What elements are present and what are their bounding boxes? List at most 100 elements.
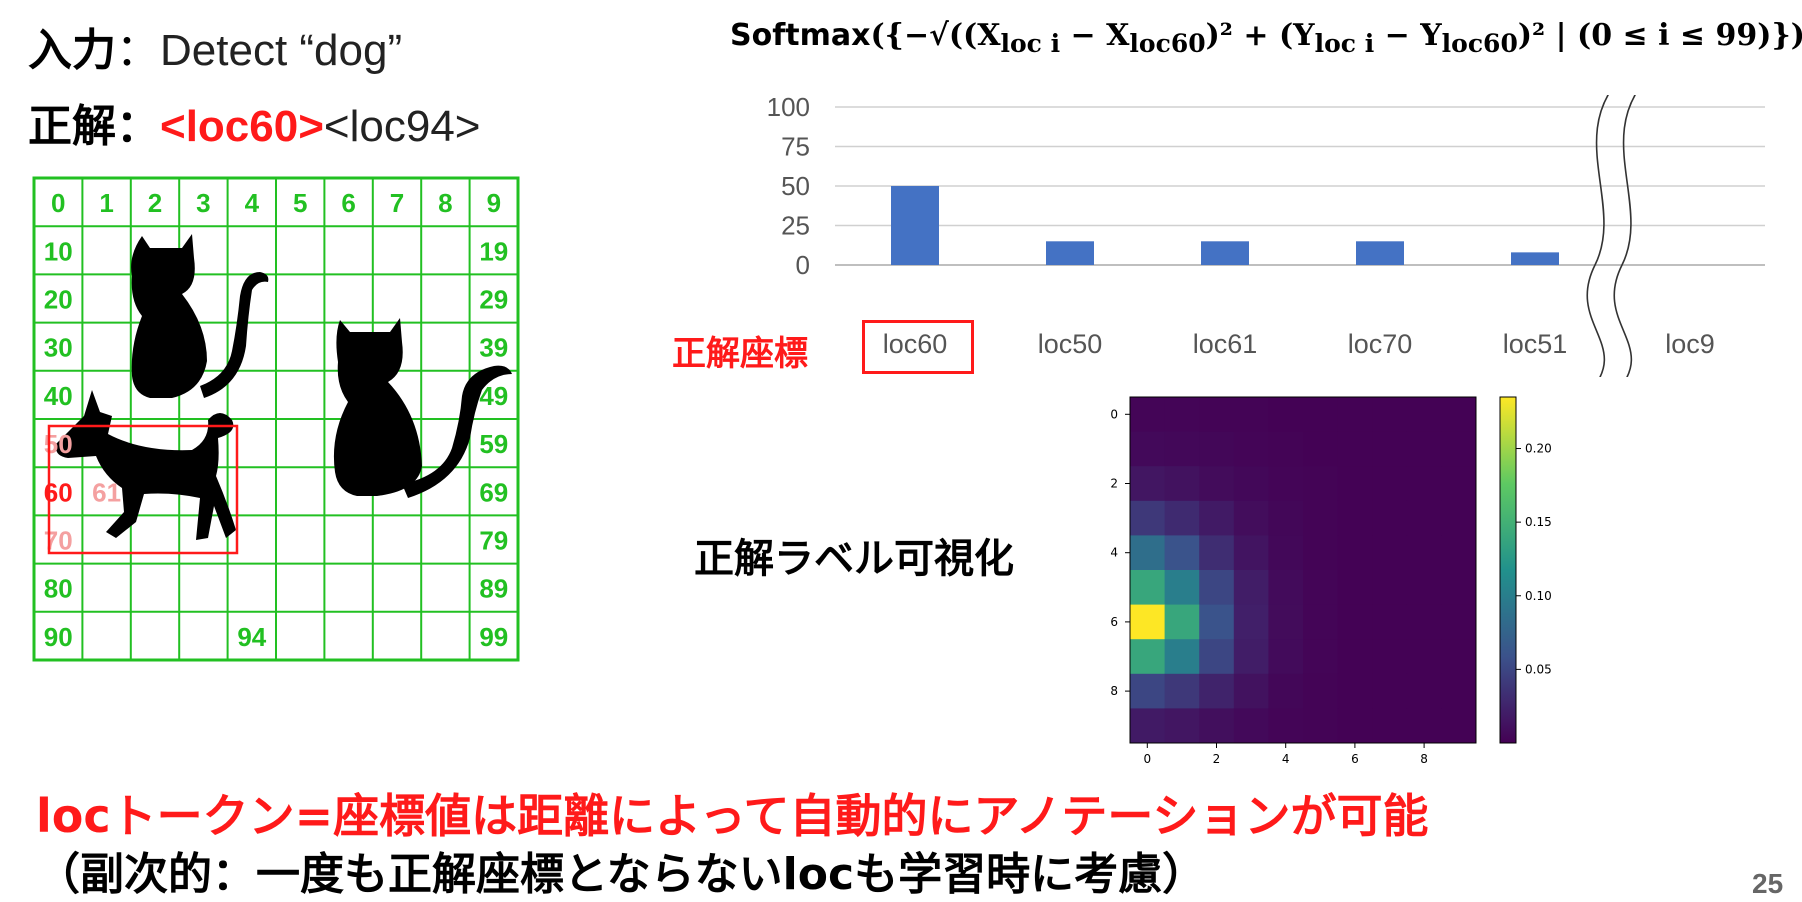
heatmap-cell	[1268, 535, 1304, 571]
heatmap-cell	[1130, 673, 1166, 709]
softmax-formula: Softmax({−√((Xloc i − Xloc60)² + (Yloc i…	[730, 18, 1802, 58]
formula-minus: − X	[1060, 18, 1130, 53]
heatmap-cell	[1130, 431, 1166, 467]
heatmap-cell	[1441, 535, 1477, 571]
heatmap-cell	[1337, 535, 1373, 571]
bar-y-tick-label: 75	[781, 132, 810, 162]
dog-silhouette	[55, 390, 236, 540]
bar-loc50	[1046, 241, 1094, 265]
formula-sq-plus-y: )² + (Y	[1205, 18, 1315, 53]
heatmap-cell	[1199, 673, 1235, 709]
heatmap-frame	[1129, 396, 1477, 744]
correct-coordinate-highlight-box	[862, 320, 974, 374]
heatmap-cell	[1441, 500, 1477, 536]
heatmap-cell	[1130, 397, 1166, 433]
heatmap-cell	[1233, 708, 1269, 744]
caption-sub: （副次的：一度も正解座標とならないlocも学習時に考慮）	[36, 849, 1207, 900]
heatmap-cell	[1372, 397, 1408, 433]
grid-cell-label-59: 59	[479, 429, 508, 459]
heatmap-cell	[1372, 639, 1408, 675]
grid-cell-label-69: 69	[479, 477, 508, 507]
heatmap-cell	[1372, 535, 1408, 571]
heatmap-cell	[1199, 639, 1235, 675]
heatmap-cells	[1130, 397, 1477, 744]
heatmap-cell	[1268, 570, 1304, 606]
grid-cell-label-61: 61	[92, 477, 121, 507]
bar-y-tick-label: 25	[781, 211, 810, 241]
colorbar-tick-label: 0.20	[1525, 442, 1552, 456]
formula-body: −√((X	[903, 18, 1001, 53]
heatmap-cell	[1130, 500, 1166, 536]
page-number: 25	[1752, 868, 1784, 899]
formula-sub-loci-y: loc i	[1314, 29, 1375, 58]
label-heatmap: 0 2 4 6 8 0 2 4 6 8 0.20 0.15 0.10 0.05	[1110, 396, 1552, 766]
heatmap-cell	[1303, 708, 1339, 744]
heatmap-cell	[1441, 639, 1477, 675]
bar-x-label-loc60: loc60	[883, 329, 948, 359]
grid-cell-label-79: 79	[479, 526, 508, 556]
heatmap-cell	[1337, 673, 1373, 709]
heatmap-cell	[1372, 500, 1408, 536]
heatmap-cell	[1303, 570, 1339, 606]
formula-func: Softmax	[730, 18, 871, 53]
heatmap-cell	[1164, 397, 1200, 433]
heatmap-cell	[1372, 708, 1408, 744]
grid-cell-label-9: 9	[487, 188, 501, 218]
heatmap-cell	[1164, 535, 1200, 571]
bar-x-label-loc51: loc51	[1503, 329, 1568, 359]
grid-cell-label-10: 10	[44, 236, 73, 266]
bar-y-tick-label: 50	[781, 171, 810, 201]
heatmap-cell	[1441, 397, 1477, 433]
bar-y-tick-label: 100	[767, 95, 810, 122]
heatmap-cell	[1303, 639, 1339, 675]
grid-cell-label-39: 39	[479, 333, 508, 363]
heatmap-cell	[1406, 500, 1442, 536]
heatmap-cell	[1337, 708, 1373, 744]
bar-loc51	[1511, 252, 1559, 265]
heatmap-cell	[1337, 466, 1373, 502]
heatmap-cell	[1406, 431, 1442, 467]
heatmap-cell	[1199, 431, 1235, 467]
grid-cell-label-5: 5	[293, 188, 307, 218]
heatmap-cell	[1199, 397, 1235, 433]
heatmap-cell	[1164, 639, 1200, 675]
axis-break-symbol	[1586, 95, 1637, 377]
softmax-bar-chart: 0 25 50 75 100 loc60 loc50 loc61 loc70 loc51 loc9	[767, 95, 1765, 377]
heatmap-y-tick-label: 4	[1110, 546, 1118, 560]
heatmap-y-tick-label: 8	[1110, 684, 1118, 698]
answer-label: 正解	[28, 101, 116, 152]
heatmap-cell	[1130, 570, 1166, 606]
heatmap-cell	[1441, 708, 1477, 744]
heatmap-cell	[1164, 466, 1200, 502]
grid-cell-label-49: 49	[479, 381, 508, 411]
heatmap-cell	[1303, 500, 1339, 536]
answer-sep: ：	[116, 101, 160, 152]
heatmap-cell	[1441, 466, 1477, 502]
colorbar-tick-label: 0.05	[1525, 662, 1552, 676]
heatmap-cell	[1233, 604, 1269, 640]
heatmap-cell	[1268, 639, 1304, 675]
bar-loc60	[891, 186, 939, 265]
heatmap-cell	[1303, 397, 1339, 433]
heatmap-cell	[1233, 466, 1269, 502]
heatmap-cell	[1199, 466, 1235, 502]
grid-cell-label-8: 8	[438, 188, 452, 218]
grid-cell-label-1: 1	[99, 188, 113, 218]
heatmap-cell	[1164, 604, 1200, 640]
grid-cell-label-40: 40	[44, 381, 73, 411]
bar-x-label-loc61: loc61	[1193, 329, 1258, 359]
heatmap-cell	[1406, 604, 1442, 640]
bar-x-label-loc9: loc9	[1665, 329, 1715, 359]
dog-bounding-box	[47, 424, 239, 555]
heatmap-cell	[1164, 673, 1200, 709]
heatmap-cell	[1130, 708, 1166, 744]
heatmap-cell	[1233, 397, 1269, 433]
grid-cell-label-94: 94	[237, 622, 266, 652]
formula-sub-loci: loc i	[1000, 29, 1061, 58]
heatmap-cell	[1233, 535, 1269, 571]
heatmap-cell	[1233, 431, 1269, 467]
grid-cell-label-2: 2	[148, 188, 162, 218]
heatmap-y-tick-label: 0	[1110, 407, 1118, 421]
formula-sq-end: )²	[1517, 18, 1546, 53]
